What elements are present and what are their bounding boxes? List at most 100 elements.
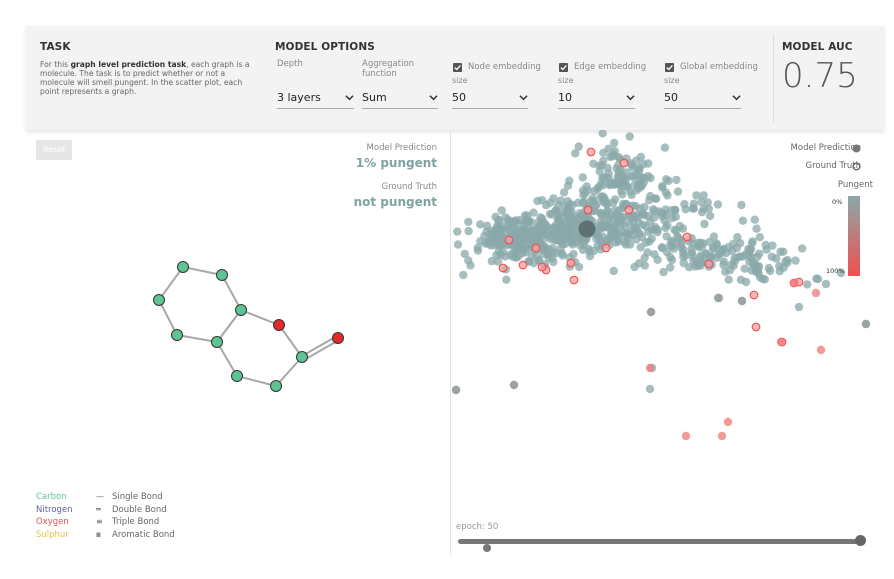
scatter-point[interactable] <box>687 244 696 254</box>
scatter-point[interactable] <box>666 263 675 272</box>
scatter-point[interactable] <box>631 170 641 180</box>
scatter-point[interactable] <box>714 293 724 303</box>
scatter-point[interactable] <box>610 138 619 148</box>
scatter-point[interactable] <box>670 225 679 234</box>
scatter-point[interactable] <box>628 163 637 172</box>
scatter-point[interactable] <box>764 263 774 273</box>
scatter-point[interactable] <box>644 171 653 181</box>
scatter-point[interactable] <box>599 181 608 190</box>
scatter-point[interactable] <box>639 178 648 187</box>
scatter-point[interactable] <box>575 209 585 218</box>
scatter-point[interactable] <box>672 175 681 185</box>
carbon-atom[interactable] <box>235 304 247 316</box>
scatter-point[interactable] <box>635 229 644 238</box>
edge-embedding-select[interactable]: 10 <box>558 88 635 109</box>
scatter-point[interactable] <box>473 246 483 255</box>
scatter-point[interactable] <box>615 166 624 176</box>
scatter-point[interactable] <box>750 259 760 269</box>
scatter-point[interactable] <box>811 288 821 298</box>
scatter-point[interactable] <box>620 238 629 247</box>
scatter-point[interactable] <box>789 278 799 288</box>
scatter-point[interactable] <box>660 216 669 225</box>
scatter-point[interactable] <box>495 231 504 240</box>
edge-embedding-checkbox[interactable] <box>559 63 568 72</box>
scatter-point[interactable] <box>667 255 677 265</box>
scatter-point[interactable] <box>596 208 605 217</box>
selected-point[interactable] <box>578 220 596 238</box>
scatter-point[interactable] <box>559 188 569 197</box>
scatter-point[interactable] <box>613 173 622 182</box>
scatter-point[interactable] <box>483 239 493 248</box>
scatter-point[interactable] <box>783 255 792 265</box>
scatter-point[interactable] <box>748 237 757 246</box>
scatter-point[interactable] <box>703 198 712 207</box>
scatter-point[interactable] <box>717 431 727 441</box>
scatter-point[interactable] <box>590 186 599 196</box>
scatter-point[interactable] <box>692 191 701 200</box>
scatter-point[interactable] <box>721 267 730 276</box>
scatter-point[interactable] <box>552 235 562 244</box>
reset-button[interactable]: Reset <box>36 140 72 160</box>
oxygen-atom[interactable] <box>332 332 344 344</box>
scatter-point[interactable] <box>861 319 871 329</box>
scatter-point[interactable] <box>752 224 761 233</box>
scatter-point[interactable] <box>691 262 700 271</box>
scatter-point[interactable] <box>565 199 574 209</box>
scatter-point[interactable] <box>511 253 520 262</box>
scatter-point[interactable] <box>598 223 607 232</box>
scatter-point[interactable] <box>515 231 524 241</box>
scatter-point[interactable] <box>563 181 573 190</box>
scatter-point[interactable] <box>772 254 781 263</box>
scatter-point[interactable] <box>719 244 728 254</box>
scatter-point[interactable] <box>821 279 831 289</box>
carbon-atom[interactable] <box>296 351 308 363</box>
scatter-point[interactable] <box>631 201 640 211</box>
scatter-point[interactable] <box>620 173 629 183</box>
scatter-point[interactable] <box>619 199 628 209</box>
scatter-point[interactable] <box>733 253 743 262</box>
scatter-point[interactable] <box>776 337 786 347</box>
scatter-point[interactable] <box>618 190 627 199</box>
scatter-point[interactable] <box>678 224 688 233</box>
scatter-point[interactable] <box>504 235 514 245</box>
scatter-point[interactable] <box>548 248 558 257</box>
scatter-point[interactable] <box>576 235 585 244</box>
scatter-point[interactable] <box>625 132 634 141</box>
scatter-point[interactable] <box>453 240 463 249</box>
scatter-point[interactable] <box>549 194 558 203</box>
scatter-point[interactable] <box>699 191 708 200</box>
scatter-point[interactable] <box>700 219 709 229</box>
scatter-point[interactable] <box>723 417 733 427</box>
scatter-point[interactable] <box>744 244 753 254</box>
scatter-point[interactable] <box>498 240 507 250</box>
scatter-point[interactable] <box>649 213 659 222</box>
scatter-point[interactable] <box>713 200 723 209</box>
scatter-point[interactable] <box>464 226 473 236</box>
scatter-point[interactable] <box>582 182 591 191</box>
scatter-point[interactable] <box>688 204 697 213</box>
scatter-point[interactable] <box>737 296 747 306</box>
scatter-point[interactable] <box>521 248 530 257</box>
scatter-point[interactable] <box>738 216 748 225</box>
aggregation-select[interactable]: Sum <box>362 88 438 109</box>
scatter-point[interactable] <box>569 275 579 285</box>
scatter-plot[interactable] <box>451 130 885 520</box>
scatter-point[interactable] <box>613 234 623 244</box>
scatter-point[interactable] <box>603 237 612 246</box>
scatter-point[interactable] <box>719 260 728 270</box>
scatter-point[interactable] <box>653 255 662 264</box>
global-embedding-select[interactable]: 50 <box>664 88 741 109</box>
scatter-point[interactable] <box>627 190 636 200</box>
scatter-point[interactable] <box>803 280 812 289</box>
scatter-point[interactable] <box>556 196 566 205</box>
scatter-point[interactable] <box>501 252 510 261</box>
scatter-point[interactable] <box>665 241 675 250</box>
scatter-point[interactable] <box>751 322 761 332</box>
scatter-point[interactable] <box>532 251 541 260</box>
scatter-point[interactable] <box>650 207 659 216</box>
scatter-point[interactable] <box>708 243 718 253</box>
scatter-point[interactable] <box>615 180 625 189</box>
scatter-point[interactable] <box>537 262 547 272</box>
scatter-point[interactable] <box>704 259 714 269</box>
scatter-point[interactable] <box>583 205 593 215</box>
